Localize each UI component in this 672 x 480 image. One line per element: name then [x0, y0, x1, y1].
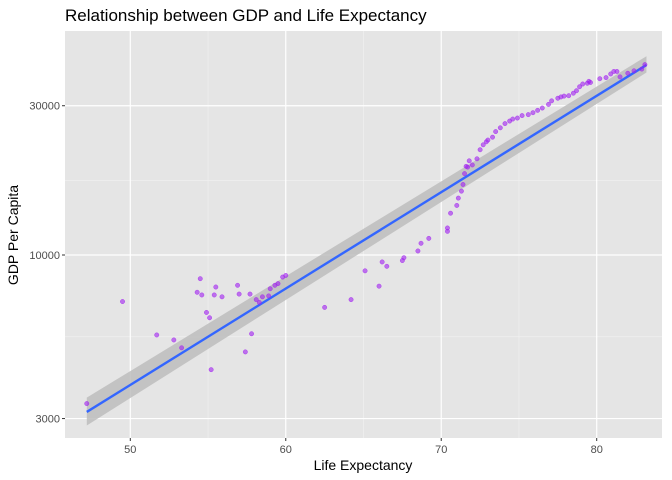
x-tick-label: 60	[280, 444, 292, 456]
data-point	[519, 113, 525, 119]
data-point	[462, 171, 468, 177]
chart-title: Relationship between GDP and Life Expect…	[65, 6, 427, 25]
data-point	[348, 297, 354, 303]
data-point	[154, 332, 160, 338]
data-point	[418, 240, 424, 246]
data-point	[625, 70, 631, 76]
x-tick-label: 80	[591, 444, 603, 456]
y-tick-label: 3000	[36, 414, 60, 426]
data-point	[530, 110, 536, 116]
data-point	[267, 286, 273, 292]
data-point	[415, 248, 421, 254]
data-point	[362, 268, 368, 274]
data-point	[84, 401, 90, 407]
data-point	[454, 202, 460, 208]
data-point	[614, 69, 620, 74]
data-point	[639, 66, 645, 72]
data-point	[376, 283, 382, 289]
data-point	[379, 259, 385, 265]
data-point	[510, 116, 516, 122]
data-point	[256, 300, 262, 305]
data-point	[597, 76, 603, 82]
data-point	[466, 158, 472, 164]
data-point	[213, 284, 219, 290]
data-point	[208, 367, 214, 373]
data-point	[249, 331, 255, 337]
data-point	[617, 74, 623, 80]
data-point	[197, 276, 203, 282]
data-point	[235, 282, 241, 288]
data-point	[236, 291, 242, 297]
data-point	[266, 293, 272, 299]
data-point	[477, 147, 483, 153]
data-point	[460, 182, 466, 187]
data-point	[401, 255, 407, 261]
data-point	[485, 137, 491, 143]
confidence-band-layer	[86, 56, 647, 426]
x-tick-label: 70	[435, 444, 447, 456]
data-point	[493, 129, 499, 135]
data-point	[561, 93, 567, 99]
data-point	[574, 88, 579, 94]
data-point	[242, 349, 248, 355]
data-point	[566, 93, 572, 99]
y-tick-label: 10000	[29, 250, 60, 262]
data-point	[171, 337, 177, 343]
data-point	[525, 112, 531, 118]
data-point	[577, 84, 583, 90]
data-point	[211, 292, 217, 298]
data-point	[253, 297, 259, 303]
data-point	[642, 62, 648, 68]
data-point	[469, 162, 475, 168]
data-point	[502, 121, 508, 127]
data-point	[490, 134, 495, 140]
data-point	[194, 289, 200, 295]
y-tick-label: 30000	[29, 101, 60, 113]
data-point	[259, 294, 265, 300]
data-point	[580, 81, 586, 87]
data-point	[199, 292, 205, 298]
data-point	[535, 107, 541, 113]
data-point	[247, 291, 253, 297]
data-point	[283, 273, 289, 278]
data-point	[275, 281, 281, 287]
data-point	[120, 299, 125, 304]
data-point	[458, 188, 464, 194]
data-point	[455, 195, 461, 201]
x-axis-ticks: 50 60 70 80	[124, 438, 603, 456]
x-axis-title: Life Expectancy	[314, 457, 413, 473]
data-point	[514, 115, 520, 121]
trend-line-layer	[86, 63, 648, 413]
y-axis-title: GDP Per Capita	[5, 185, 21, 285]
data-point	[497, 125, 503, 131]
data-point	[631, 68, 637, 74]
data-point	[474, 156, 480, 162]
data-point	[204, 310, 209, 315]
data-point	[322, 304, 328, 310]
data-point	[207, 315, 213, 321]
data-points	[84, 62, 648, 407]
data-point	[603, 75, 609, 81]
data-point	[448, 210, 454, 216]
confidence-band	[86, 56, 647, 426]
data-point	[445, 225, 450, 231]
data-point	[179, 345, 185, 351]
data-point	[549, 98, 555, 104]
data-point	[219, 294, 225, 300]
x-tick-label: 50	[124, 444, 136, 456]
data-point	[426, 235, 432, 241]
data-point	[384, 263, 390, 269]
y-axis-ticks: 3000 10000 30000	[29, 101, 65, 426]
data-point	[539, 105, 545, 111]
data-point	[546, 101, 551, 107]
data-point	[480, 142, 486, 148]
trend-line	[86, 63, 648, 413]
data-point	[465, 164, 471, 170]
data-point	[588, 80, 593, 85]
